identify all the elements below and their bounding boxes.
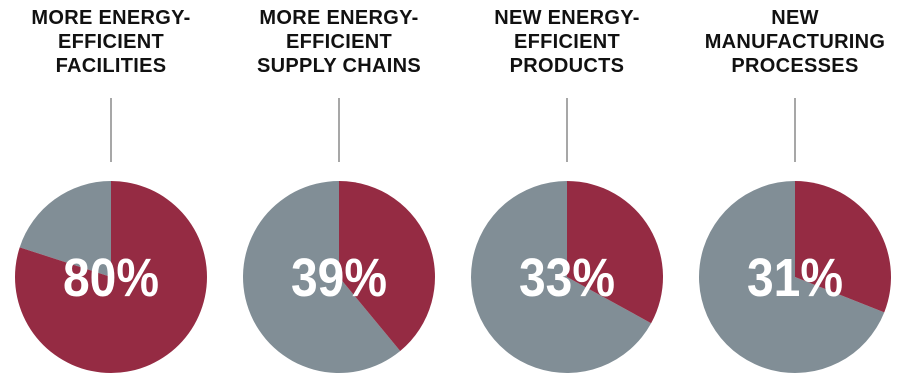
pie-products: 33% [471, 181, 664, 374]
pie-slice-remainder-manufacturing [699, 181, 885, 373]
pie-value-label-manufacturing: 31% [747, 248, 843, 308]
pie-slice-share-manufacturing [795, 181, 892, 313]
pie-value-label-products: 33% [519, 248, 615, 308]
panel-title-manufacturing: NEW MANUFACTURING PROCESSES [704, 7, 886, 77]
pie-slice-remainder-supply-chains [242, 180, 401, 373]
pie-slice-share-supply-chains [339, 181, 435, 351]
pie-value-label-supply-chains: 39% [291, 248, 387, 308]
pie-manufacturing: 31% [699, 181, 892, 373]
panel-title-products: NEW ENERGY- EFFICIENT PRODUCTS [494, 7, 640, 77]
connector-line-supply-chains [338, 98, 340, 162]
pie-slice-remainder-facilities [19, 181, 112, 277]
pie-value-label-facilities: 80% [63, 248, 159, 308]
connector-line-products [566, 98, 568, 162]
connector-line-manufacturing [794, 98, 796, 162]
pie-supply-chains: 39% [242, 180, 435, 373]
pie-slice-share-products [567, 181, 664, 324]
connector-line-facilities [110, 98, 112, 162]
pie-facilities: 80% [15, 181, 208, 373]
pie-slice-share-facilities [15, 181, 208, 373]
panel-title-facilities: MORE ENERGY- EFFICIENT FACILITIES [31, 7, 191, 77]
pie-slice-remainder-products [471, 181, 652, 374]
panel-title-supply-chains: MORE ENERGY- EFFICIENT SUPPLY CHAINS [257, 7, 421, 77]
